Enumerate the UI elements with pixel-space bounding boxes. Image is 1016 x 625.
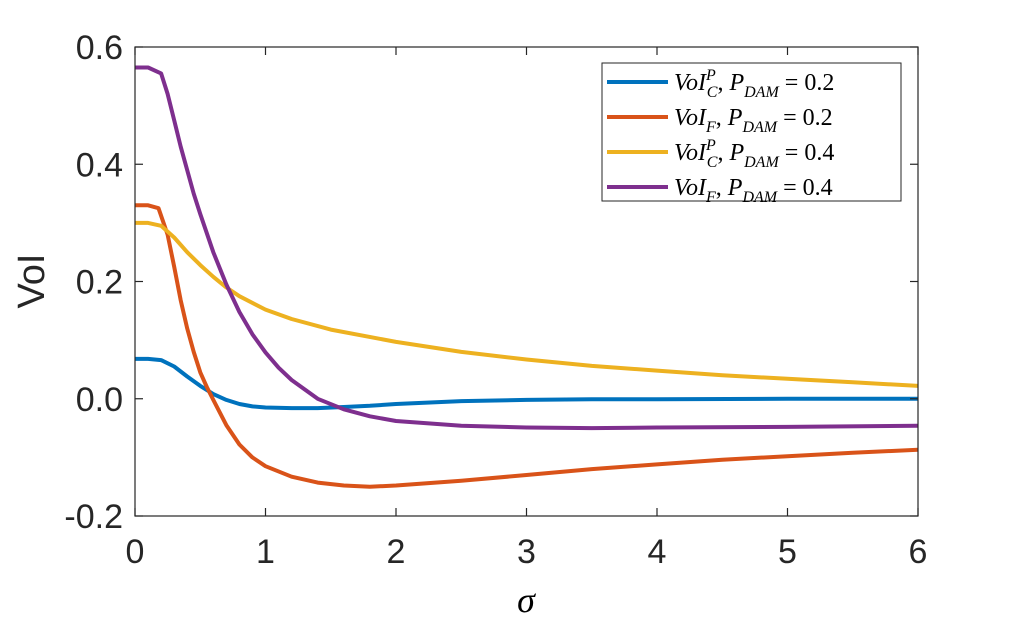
- x-tick-label: 3: [517, 533, 536, 571]
- x-tick-label: 1: [256, 533, 275, 571]
- legend-label: VoIF, PDAM = 0.4: [674, 175, 833, 206]
- y-tick-label: 0.2: [76, 264, 123, 302]
- legend-entry-3: VoIP C, PDAM = 0.4: [607, 137, 834, 171]
- x-axis-label: σ: [517, 580, 536, 620]
- legend-label: VoIF, PDAM = 0.2: [674, 105, 833, 136]
- y-tick-label: -0.2: [64, 498, 123, 536]
- y-tick-label: 0.0: [76, 381, 123, 419]
- x-tick-label: 0: [126, 533, 145, 571]
- series-line-3: [135, 220, 919, 388]
- legend-entry-4: VoIF, PDAM = 0.4: [607, 175, 833, 206]
- x-tick-label: 6: [909, 533, 928, 571]
- legend-label: VoIP C, PDAM = 0.4: [674, 137, 834, 171]
- x-tick-label: 2: [387, 533, 406, 571]
- y-axis-label: VoI: [11, 254, 53, 309]
- series-line-4: [135, 65, 919, 431]
- series-line-2: [135, 203, 919, 489]
- y-tick-label: 0.6: [76, 29, 123, 67]
- x-tick-label: 4: [648, 533, 667, 571]
- legend-box: [601, 62, 902, 202]
- legend-label: VoIP C, PDAM = 0.2: [674, 67, 834, 101]
- legend-entry-1: VoIP C, PDAM = 0.2: [607, 67, 834, 101]
- x-tick-label: 5: [778, 533, 797, 571]
- y-tick-label: 0.4: [76, 146, 123, 184]
- series-line-1: [135, 356, 918, 411]
- legend-entry-2: VoIF, PDAM = 0.2: [607, 105, 833, 136]
- ticks-layer: 0 1 2 3 4 5 6 -0.2 0.0 0.2 0.4 0.6: [64, 29, 927, 571]
- series-layer: [135, 65, 919, 489]
